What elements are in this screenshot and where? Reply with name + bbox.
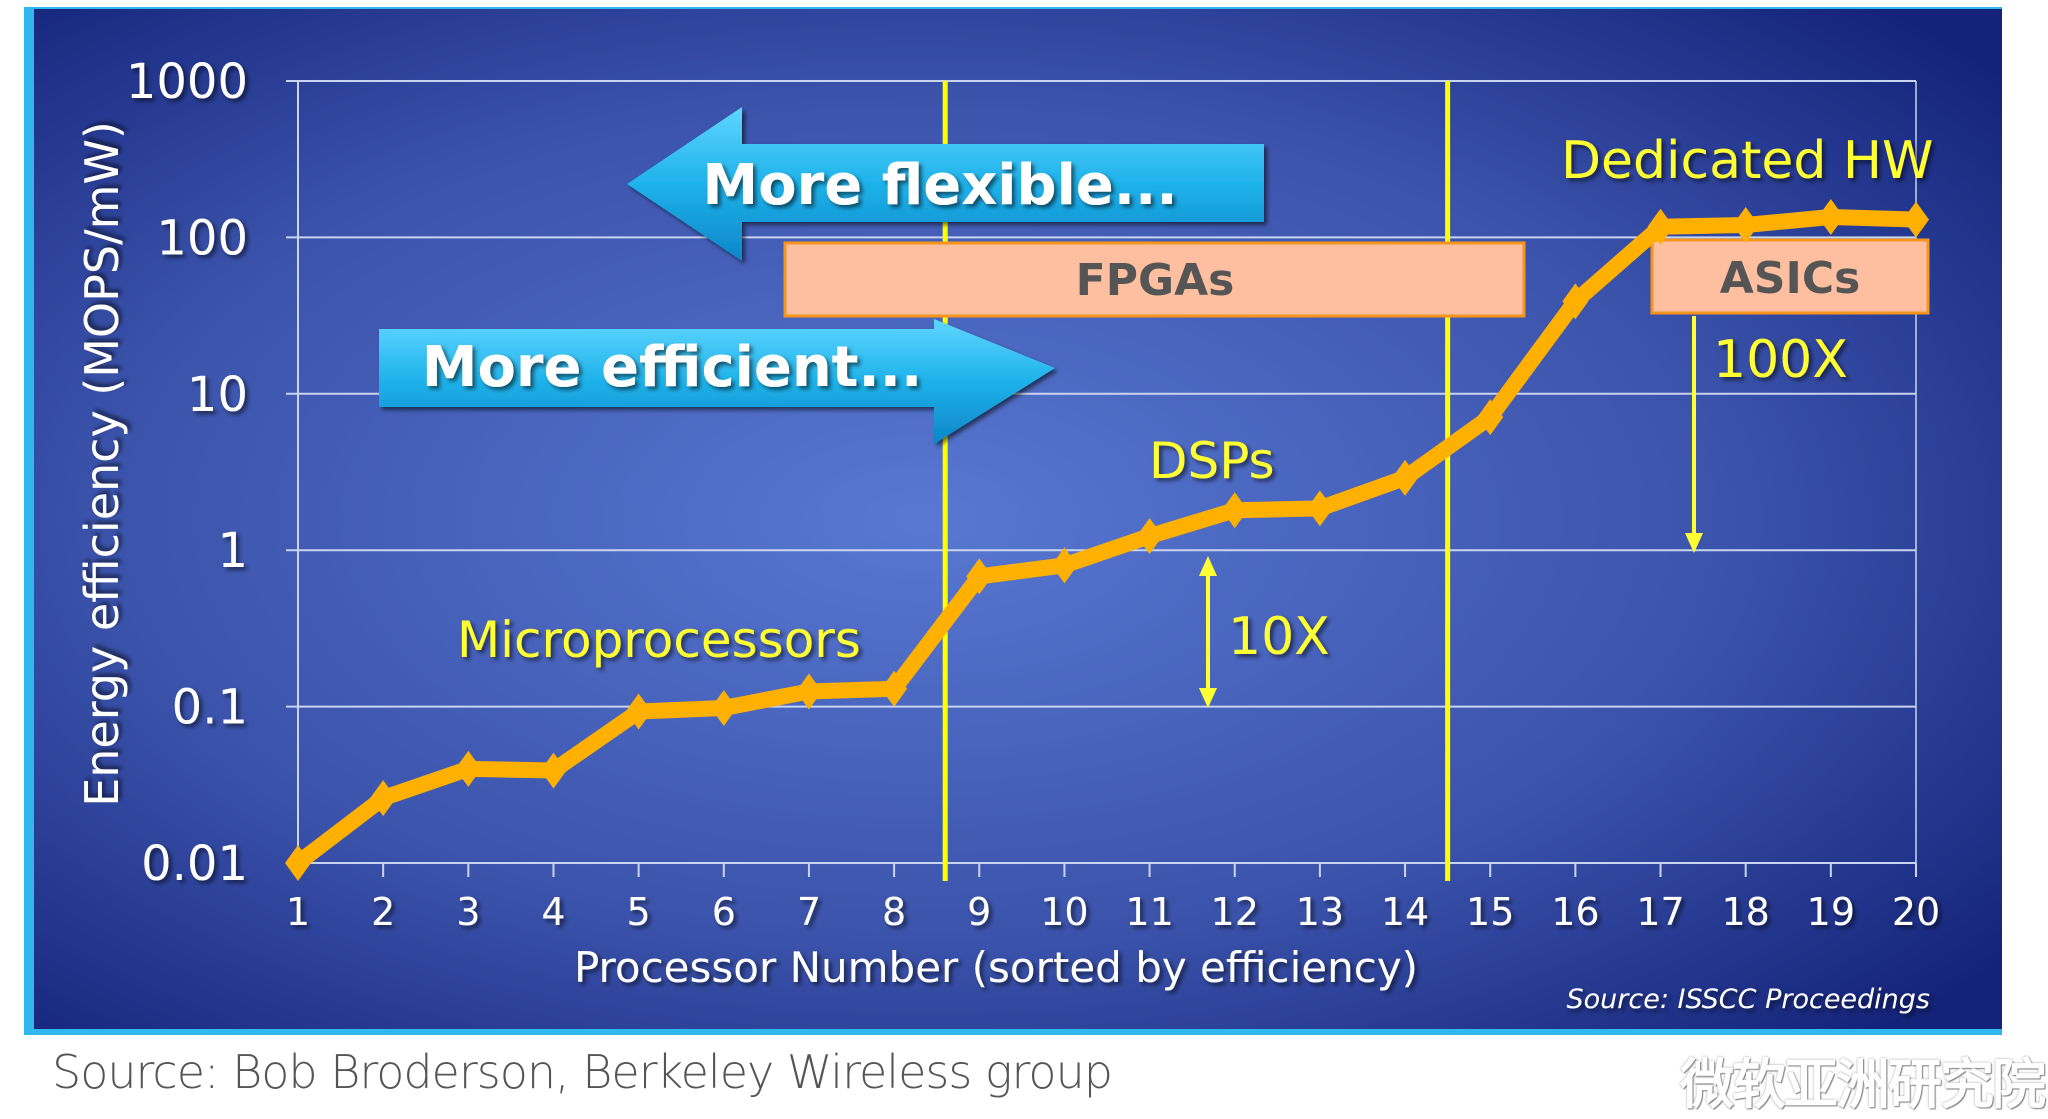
x-tick-label: 18 — [1722, 890, 1770, 934]
x-tick-label: 13 — [1296, 890, 1344, 934]
x-tick-label: 19 — [1807, 890, 1855, 934]
x-tick-label: 4 — [541, 890, 565, 934]
y-axis-label: Energy efficiency (MOPS/mW) — [75, 121, 129, 807]
data-point-marker — [1051, 547, 1078, 584]
data-point-marker — [795, 673, 822, 710]
data-point-marker — [1562, 283, 1589, 320]
hundred-x-label: 100X — [1713, 330, 1848, 390]
more-flexible-arrow — [627, 107, 1264, 261]
data-point-marker — [1732, 207, 1759, 244]
data-point-marker — [1306, 490, 1333, 527]
x-tick-label: 17 — [1636, 890, 1684, 934]
dedicated-hw-label: Dedicated HW — [1561, 131, 1933, 191]
x-tick-label: 12 — [1211, 890, 1259, 934]
y-tick-label: 0.1 — [172, 680, 248, 736]
data-point-marker — [540, 752, 567, 789]
asics-label: ASICs — [1720, 253, 1861, 304]
x-tick-label: 2 — [371, 890, 395, 934]
arrow-down-icon — [1199, 688, 1217, 708]
x-tick-label: 16 — [1551, 890, 1599, 934]
microprocessors-label: Microprocessors — [457, 611, 861, 669]
x-tick-label: 9 — [967, 890, 991, 934]
data-point-marker — [1903, 201, 1929, 238]
x-tick-label: 14 — [1381, 890, 1429, 934]
x-axis-label: Processor Number (sorted by efficiency) — [574, 943, 1418, 992]
more-efficient-arrow — [379, 319, 1055, 444]
data-point-marker — [1477, 399, 1504, 436]
fpgas-label: FPGAs — [1076, 255, 1235, 306]
x-tick-label: 7 — [797, 890, 821, 934]
x-tick-label: 15 — [1466, 890, 1514, 934]
x-tick-label: 8 — [882, 890, 906, 934]
x-tick-label: 5 — [627, 890, 651, 934]
y-tick-label: 10 — [187, 367, 248, 423]
x-tick-label: 11 — [1125, 890, 1173, 934]
arrow-down-icon — [1685, 533, 1703, 553]
fpgas-box — [783, 241, 1526, 318]
data-point-marker — [1392, 459, 1419, 496]
data-point-marker — [625, 693, 652, 730]
arrow-up-icon — [1199, 556, 1217, 576]
x-tick-label: 1 — [286, 890, 310, 934]
data-point-marker — [1221, 492, 1248, 529]
chart-source-note: Source: ISSCC Proceedings — [1567, 984, 1931, 1015]
efficiency-series-line — [293, 209, 1917, 870]
data-point-marker — [285, 845, 311, 881]
x-tick-label: 20 — [1892, 890, 1940, 934]
data-point-marker — [881, 670, 908, 707]
y-tick-label: 1 — [217, 523, 248, 579]
y-tick-label: 0.01 — [141, 836, 248, 892]
more-flexible-label: More flexible... — [702, 153, 1177, 218]
watermark: 微软亚洲研究院 — [1680, 1053, 2046, 1116]
y-tick-label: 100 — [156, 210, 248, 266]
ten-x-label: 10X — [1228, 607, 1330, 667]
data-point-marker — [710, 689, 737, 726]
asics-box — [1650, 238, 1930, 315]
x-tick-label: 3 — [456, 890, 480, 934]
x-tick-label: 6 — [712, 890, 736, 934]
footer-source: Source: Bob Broderson, Berkeley Wireless… — [52, 1045, 1113, 1099]
data-point-marker — [966, 558, 993, 595]
data-point-marker — [1817, 199, 1844, 236]
data-point-marker — [1136, 518, 1163, 555]
data-point-marker — [370, 780, 397, 817]
x-tick-label: 10 — [1040, 890, 1088, 934]
more-efficient-label: More efficient... — [422, 335, 923, 400]
dsps-label: DSPs — [1149, 432, 1275, 490]
y-tick-label: 1000 — [126, 54, 248, 110]
data-point-marker — [455, 750, 482, 787]
data-point-marker — [1647, 208, 1674, 245]
